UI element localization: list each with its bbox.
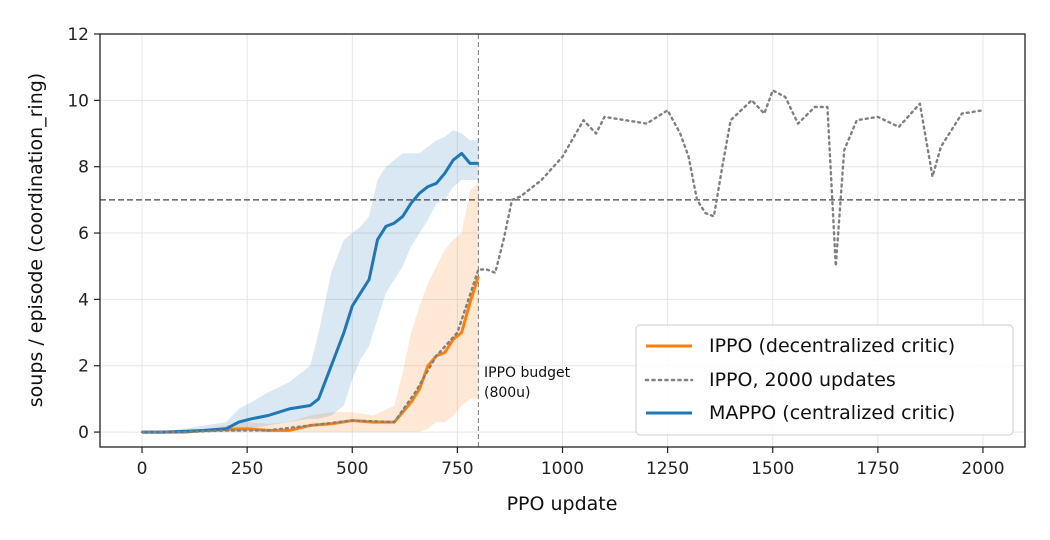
bands [142,130,479,433]
annotation-line-2: (800u) [484,385,531,401]
x-tick-label: 0 [137,459,148,479]
legend: IPPO (decentralized critic) IPPO, 2000 u… [635,324,1014,436]
x-tick-label: 1000 [541,459,584,479]
y-ticks: 0 2 4 6 8 10 12 [67,25,100,443]
x-tick-label: 1750 [856,459,899,479]
x-tick-label: 500 [336,459,368,479]
band-mappo [142,130,479,433]
line-mappo [142,151,479,434]
annotation-line-1: IPPO budget [484,365,571,381]
legend-label-ippo: IPPO (decentralized critic) [709,335,955,357]
legend-label-mappo: MAPPO (centralized critic) [709,402,955,424]
reference-lines [100,34,1025,447]
y-tick-label: 10 [67,91,89,111]
y-tick-label: 0 [78,423,89,443]
y-tick-label: 4 [78,290,89,310]
x-tick-label: 250 [231,459,263,479]
y-tick-label: 2 [78,357,89,377]
y-tick-label: 6 [78,224,89,244]
band-ippo [142,183,479,433]
legend-label-ippo-2000: IPPO, 2000 updates [709,369,896,391]
x-tick-label: 1250 [646,459,689,479]
y-axis-label: soups / episode (coordination_ring) [25,73,47,407]
legend-box [635,324,1014,436]
line-ippo-2000 [140,89,985,434]
x-ticks: 0 250 500 750 1000 1250 1500 1750 2000 [137,447,1005,479]
budget-annotation: IPPO budget (800u) [484,365,571,401]
series-lines [140,89,985,434]
x-tick-label: 1500 [751,459,794,479]
x-axis-label: PPO update [507,493,618,515]
y-tick-label: 12 [67,25,89,45]
x-tick-label: 750 [441,459,473,479]
y-tick-label: 8 [78,158,89,178]
x-tick-label: 2000 [961,459,1004,479]
